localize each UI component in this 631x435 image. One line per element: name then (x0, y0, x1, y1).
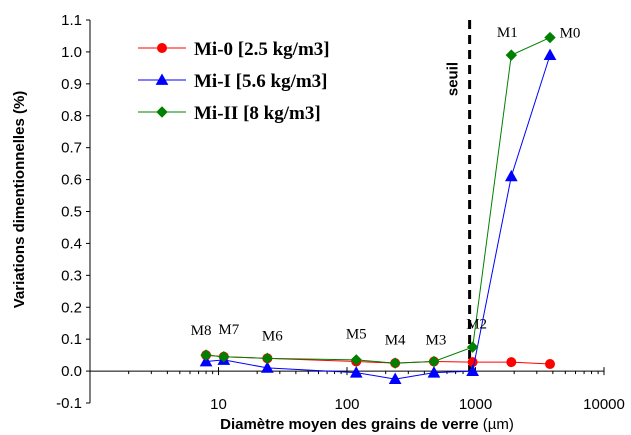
point-annotation: M1 (497, 25, 518, 41)
data-point (389, 357, 401, 369)
data-point (218, 351, 230, 363)
data-point (200, 349, 212, 361)
x-axis-title: Diamètre moyen des grains de verre (µm) (220, 416, 514, 433)
y-tick-label: 0.7 (61, 140, 82, 157)
point-annotation: M6 (262, 328, 283, 344)
point-annotation: M4 (385, 333, 406, 349)
x-tick-label: 10000 (583, 396, 625, 413)
y-tick-label: 0.8 (61, 108, 82, 125)
data-point (428, 355, 440, 368)
legend-label: Mi-II [8 kg/m3] (194, 103, 321, 124)
y-tick-label: 0.6 (61, 172, 82, 189)
legend-label: Mi-I [5.6 kg/m3] (194, 71, 328, 92)
point-annotation: M2 (466, 317, 487, 333)
y-tick-label: 0.1 (61, 331, 82, 348)
legend-item: Mi-I [5.6 kg/m3] (138, 71, 328, 92)
data-point (261, 361, 274, 373)
y-tick-label: 0.0 (61, 363, 82, 380)
point-annotation: M3 (426, 333, 447, 349)
legend-item: Mi-II [8 kg/m3] (138, 103, 321, 124)
point-annotation: M0 (560, 26, 581, 42)
y-axis-title: Variations dimentionnelles (%) (11, 91, 28, 309)
x-tick-label: 1000 (459, 396, 492, 413)
data-point (466, 341, 479, 353)
legend-item: Mi-0 [2.5 kg/m3] (138, 39, 330, 60)
series-1 (199, 48, 557, 384)
y-tick-label: 0.2 (61, 299, 82, 316)
y-tick-label: 1.0 (61, 44, 82, 61)
series-line (206, 354, 551, 365)
series-2 (200, 31, 556, 369)
data-point (261, 352, 274, 365)
y-tick-label: 0.3 (61, 267, 82, 284)
data-point (544, 31, 556, 44)
y-tick-label: -0.1 (56, 395, 82, 412)
legend-marker (156, 106, 168, 118)
data-point (543, 48, 557, 61)
y-tick-label: 1.1 (61, 12, 82, 29)
data-point (199, 354, 213, 367)
y-tick-label: 0.4 (61, 235, 82, 252)
data-point (506, 357, 517, 368)
data-point (388, 372, 402, 384)
data-point (350, 354, 362, 366)
point-annotation: M8 (191, 323, 212, 339)
point-annotation: M7 (218, 322, 239, 338)
threshold-label: seuil (445, 62, 462, 96)
y-tick-label: 0.5 (61, 204, 82, 221)
x-axis-title-text: Diamètre moyen des grains de verre (220, 416, 483, 433)
y-tick-label: 0.9 (61, 76, 82, 93)
data-point (504, 169, 518, 182)
legend-marker (155, 73, 169, 85)
x-axis-unit: (µm) (483, 416, 514, 433)
data-point (349, 366, 363, 378)
x-tick-label: 10 (210, 396, 227, 413)
data-point (545, 359, 556, 370)
point-annotation: M5 (346, 326, 367, 342)
data-point (466, 364, 479, 376)
legend-label: Mi-0 [2.5 kg/m3] (194, 39, 330, 60)
data-point (427, 366, 441, 378)
legend-marker (157, 43, 167, 53)
x-tick-label: 100 (334, 396, 359, 413)
data-point (505, 49, 518, 61)
